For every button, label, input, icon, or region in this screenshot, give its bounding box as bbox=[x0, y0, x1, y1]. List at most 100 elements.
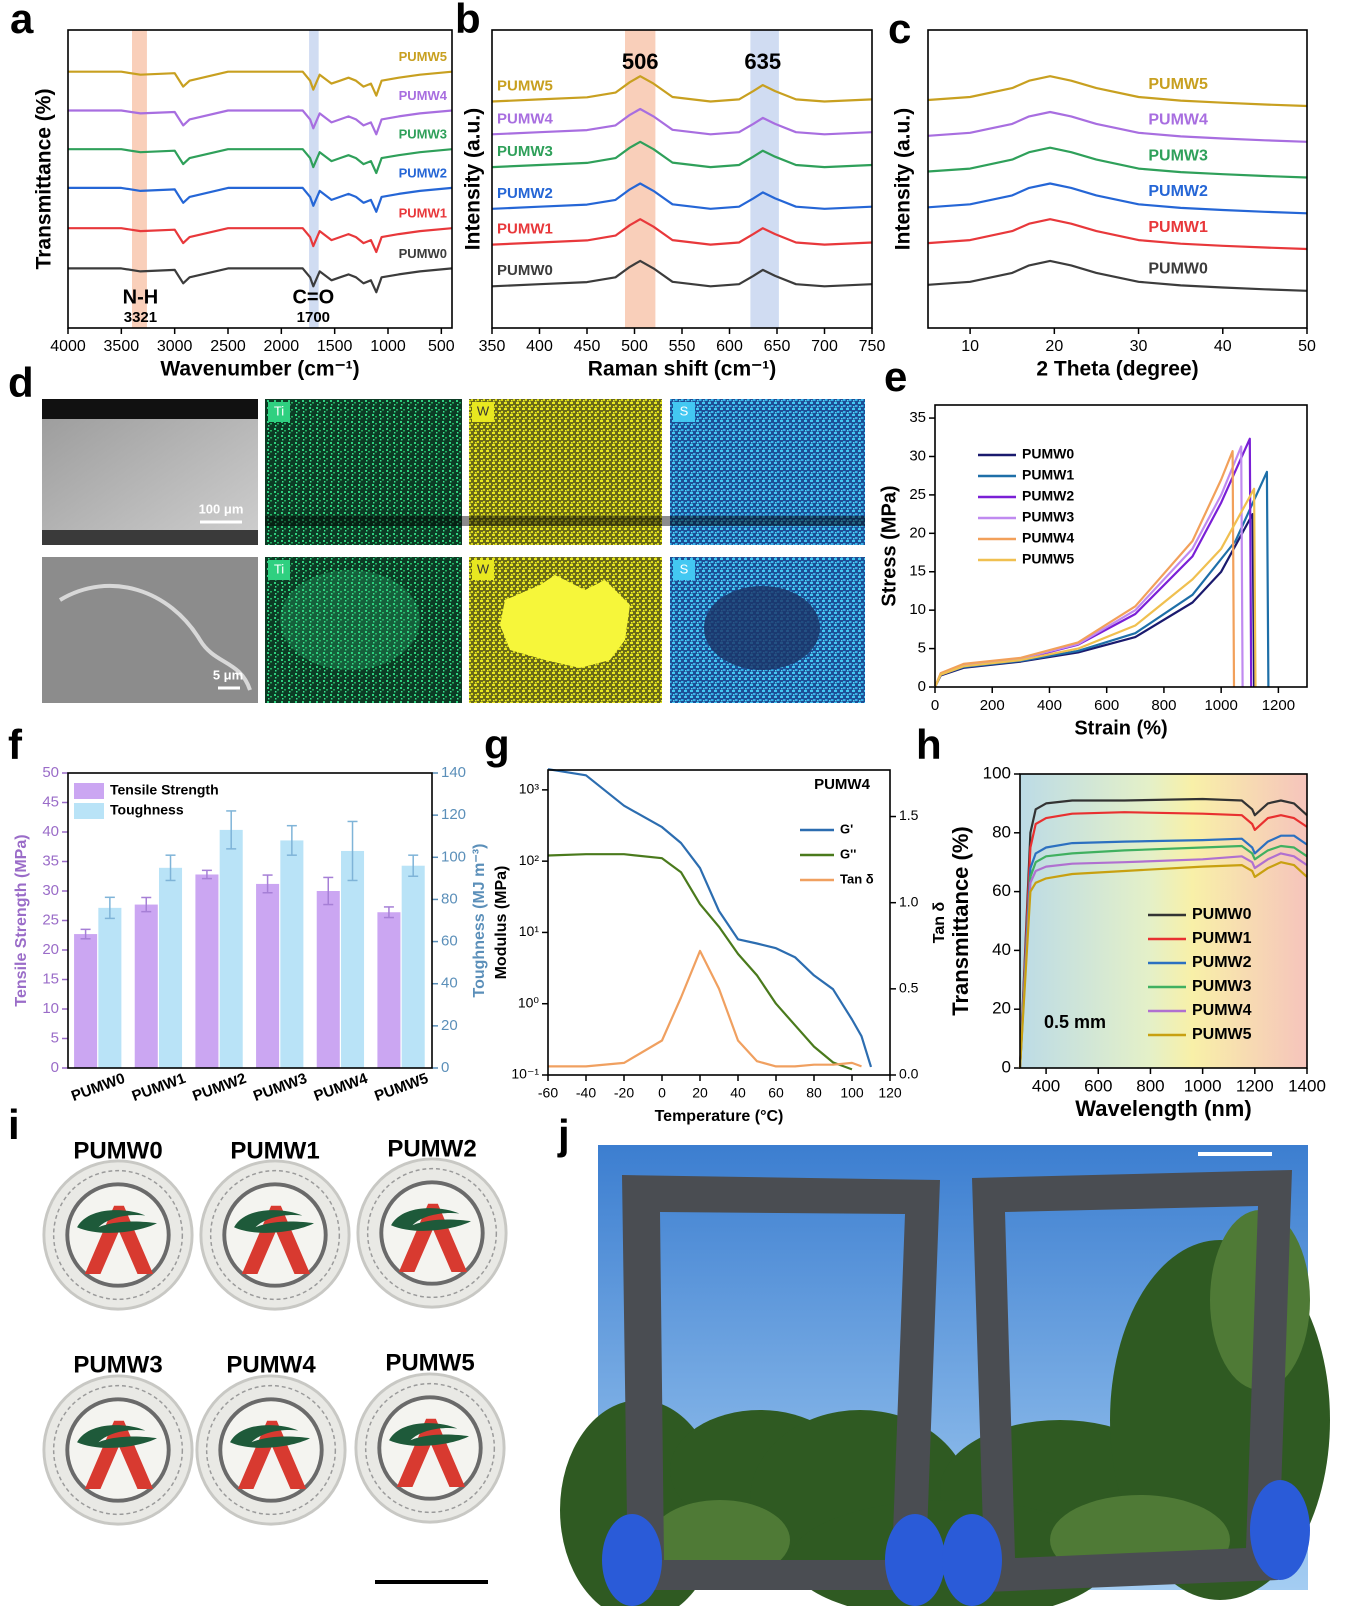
gloves bbox=[602, 1480, 1310, 1606]
series-label: PUMW2 bbox=[1148, 183, 1208, 200]
bar bbox=[341, 850, 365, 1068]
ti-map bbox=[265, 557, 462, 703]
y2-tick-label: 0 bbox=[441, 1059, 449, 1076]
sem-edge bbox=[42, 530, 258, 545]
series-line bbox=[1018, 852, 1308, 1069]
y-tick-label: 0 bbox=[1002, 1057, 1011, 1076]
bar bbox=[219, 829, 243, 1068]
legend-label: PUMW4 bbox=[1192, 1002, 1252, 1019]
sample-logo bbox=[41, 1373, 195, 1527]
x-axis-label: Wavenumber (cm⁻¹) bbox=[160, 358, 359, 381]
y-tick-label: 25 bbox=[909, 486, 926, 503]
x-tick-label: PUMW3 bbox=[251, 1070, 309, 1105]
legend-label: Tan δ bbox=[840, 871, 874, 886]
y2-tick-label: 20 bbox=[441, 1017, 458, 1034]
y2-axis-label: Toughness (MJ m⁻³) bbox=[471, 844, 488, 998]
element-tag bbox=[673, 402, 695, 422]
bar bbox=[159, 867, 183, 1068]
x-tick-label: 600 bbox=[1084, 1076, 1112, 1095]
series-label: PUMW5 bbox=[399, 49, 447, 64]
series-line bbox=[934, 470, 1270, 688]
panel-label: c bbox=[888, 5, 911, 52]
series-label: PUMW3 bbox=[497, 143, 553, 160]
x-tick-label: -60 bbox=[538, 1085, 558, 1101]
series-label: PUMW4 bbox=[399, 88, 448, 103]
band-name: C=O bbox=[292, 286, 334, 308]
x-tick-label: 100 bbox=[840, 1085, 864, 1101]
y2-tick-label: 0.0 bbox=[899, 1066, 919, 1082]
x-tick-label: 4000 bbox=[50, 338, 86, 355]
series-line bbox=[491, 107, 873, 136]
x-tick-label: 60 bbox=[768, 1085, 784, 1101]
bar bbox=[134, 904, 158, 1068]
x-tick-label: 1000 bbox=[1184, 1076, 1222, 1095]
legend-label: PUMW3 bbox=[1192, 978, 1252, 995]
y-tick-label: 5 bbox=[51, 1029, 59, 1046]
y-tick-label: 10³ bbox=[519, 781, 540, 797]
x-axis-label: Raman shift (cm⁻¹) bbox=[588, 358, 776, 381]
x-tick-label: 50 bbox=[1298, 338, 1316, 355]
plot-frame bbox=[927, 29, 1308, 329]
series-label: PUMW4 bbox=[1148, 112, 1208, 129]
series-line bbox=[68, 109, 453, 136]
legend-label: PUMW2 bbox=[1022, 488, 1074, 504]
band-value: 635 bbox=[744, 49, 781, 74]
bar bbox=[74, 934, 98, 1068]
y-tick-label: 40 bbox=[42, 823, 59, 840]
series-line bbox=[1018, 797, 1308, 1069]
sample-label: PUMW5 bbox=[385, 1349, 474, 1376]
element-label: Ti bbox=[274, 403, 284, 418]
x-tick-label: 30 bbox=[1130, 338, 1148, 355]
series-label: PUMW1 bbox=[399, 206, 447, 221]
y-tick-label: 30 bbox=[42, 882, 59, 899]
x-tick-label: 450 bbox=[574, 338, 601, 355]
element-tag bbox=[268, 560, 290, 580]
legend-label: PUMW0 bbox=[1192, 906, 1252, 923]
legend-label: G'' bbox=[840, 846, 856, 861]
y2-tick-label: 1.5 bbox=[899, 807, 919, 823]
x-tick-label: 350 bbox=[479, 338, 506, 355]
bar bbox=[280, 840, 304, 1068]
scale-bar-label: 5 μm bbox=[213, 667, 243, 682]
series-line bbox=[933, 445, 1244, 688]
y-axis-label: Transmittance (%) bbox=[33, 89, 56, 270]
legend-label: PUMW5 bbox=[1022, 551, 1074, 567]
x-tick-label: PUMW5 bbox=[372, 1070, 430, 1105]
x-tick-label: 20 bbox=[1045, 338, 1063, 355]
x-tick-label: 1400 bbox=[1288, 1076, 1326, 1095]
y-axis-label: Modulus (MPa) bbox=[493, 866, 510, 980]
legend-label: PUMW5 bbox=[1192, 1026, 1252, 1043]
y-tick-label: 0 bbox=[918, 678, 926, 695]
legend-label: PUMW1 bbox=[1192, 930, 1252, 947]
legend-label: PUMW2 bbox=[1192, 954, 1252, 971]
panel-label: d bbox=[8, 359, 34, 406]
y2-axis-label: Tan δ bbox=[931, 902, 948, 944]
x-tick-label: 1200 bbox=[1236, 1076, 1274, 1095]
series-line bbox=[927, 75, 1308, 108]
window-photo bbox=[560, 1145, 1330, 1606]
element-label: S bbox=[680, 403, 689, 418]
y-tick-label: 40 bbox=[992, 940, 1011, 959]
legend-label: Toughness bbox=[110, 802, 184, 818]
element-label: Ti bbox=[274, 561, 284, 576]
x-axis-label: 2 Theta (degree) bbox=[1036, 358, 1198, 381]
panel-label: f bbox=[8, 721, 23, 768]
series-line bbox=[68, 70, 453, 97]
band-value: 506 bbox=[622, 49, 659, 74]
y-tick-label: 10¹ bbox=[519, 923, 540, 939]
x-tick-label: 600 bbox=[716, 338, 743, 355]
series-line bbox=[491, 218, 873, 246]
y2-tick-label: 120 bbox=[441, 806, 466, 823]
scale-bar-label: 100 μm bbox=[199, 501, 244, 516]
x-tick-label: 120 bbox=[878, 1085, 902, 1101]
x-tick-label: 2500 bbox=[210, 338, 246, 355]
series-label: PUMW1 bbox=[497, 221, 553, 238]
series-label: PUMW1 bbox=[1148, 219, 1208, 236]
annotation: 0.5 mm bbox=[1044, 1012, 1106, 1032]
sample-logo bbox=[198, 1158, 352, 1312]
sem-image bbox=[42, 557, 258, 703]
series-label: PUMW4 bbox=[497, 110, 553, 127]
sem-eds-maps: 100 μm 5 μm Ti W S Ti W S bbox=[42, 399, 865, 703]
y-tick-label: 80 bbox=[992, 822, 1011, 841]
